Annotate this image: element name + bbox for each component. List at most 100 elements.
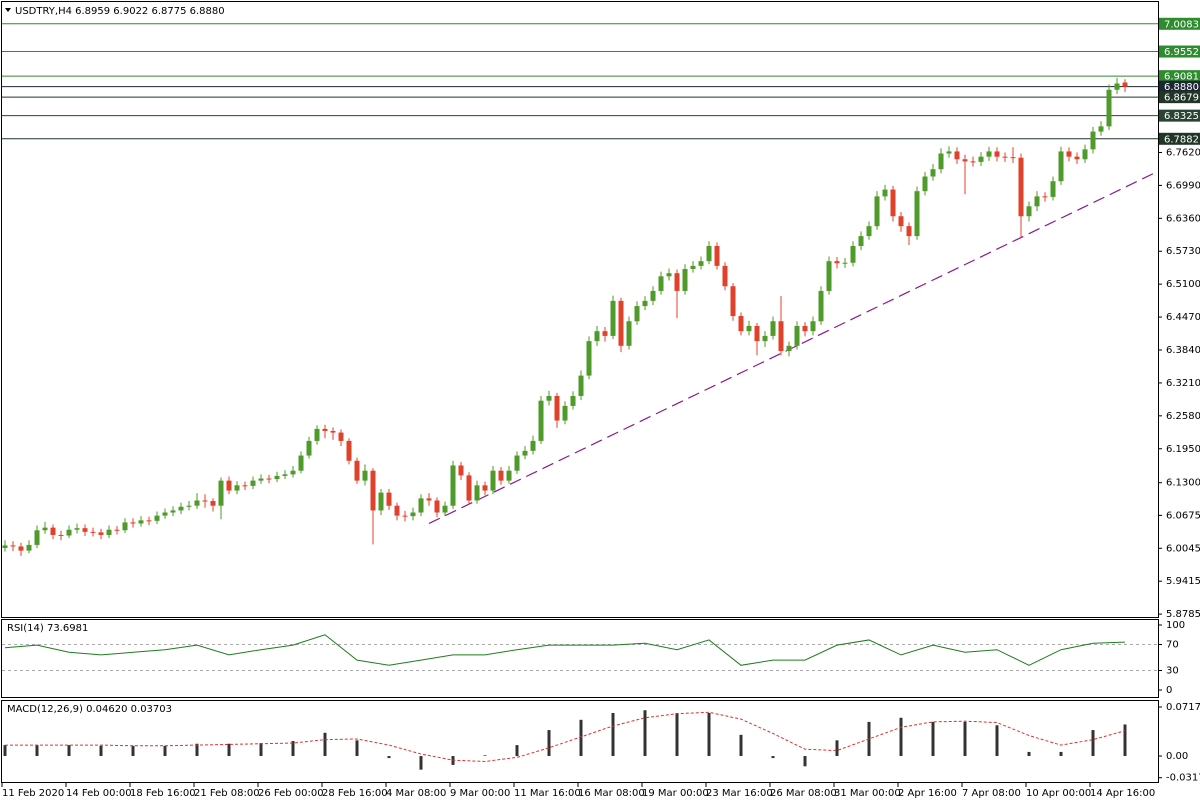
- x-tick-label: 26 Feb 00:00: [258, 788, 324, 799]
- macd-bar: [803, 756, 807, 767]
- macd-bar: [515, 745, 519, 757]
- candle-body: [1114, 83, 1120, 90]
- candle-body: [18, 546, 24, 551]
- candle-body: [130, 522, 136, 524]
- candle-body: [450, 465, 456, 506]
- candle-body: [882, 189, 888, 197]
- candle-body: [522, 450, 528, 456]
- candle-body: [90, 531, 96, 533]
- candle-body: [466, 475, 472, 501]
- price-level-label: 6.9081: [1164, 72, 1199, 83]
- candle-body: [802, 325, 808, 332]
- candle-body: [698, 261, 704, 266]
- candle-body: [114, 529, 120, 531]
- main-panel: [1, 1, 1159, 618]
- macd-bar: [1091, 730, 1095, 757]
- y-tick-label: -0.03173: [1166, 773, 1200, 784]
- candle-body: [1090, 131, 1096, 150]
- candle-body: [570, 395, 576, 406]
- candle-body: [82, 528, 88, 532]
- macd-bar: [1123, 724, 1127, 757]
- candle-body: [58, 534, 64, 536]
- candle-body: [898, 216, 904, 227]
- candle-body: [666, 273, 672, 277]
- macd-bar: [611, 712, 615, 757]
- candle-body: [458, 465, 464, 476]
- candle-body: [1082, 149, 1088, 160]
- y-tick-label: 6.2580: [1166, 411, 1200, 422]
- macd-bar: [995, 725, 999, 757]
- candle-body: [562, 405, 568, 421]
- candle-body: [714, 246, 720, 266]
- x-tick-label: 11 Mar 16:00: [514, 788, 581, 799]
- y-tick-label: 0.07175: [1166, 702, 1200, 713]
- candle-body: [778, 321, 784, 352]
- macd-bar: [547, 730, 551, 757]
- candle-body: [10, 545, 16, 547]
- macd-bar: [1059, 751, 1063, 757]
- candle-body: [322, 428, 328, 431]
- candle-body: [1058, 151, 1064, 182]
- candle-body: [306, 440, 312, 456]
- macd-bar: [3, 745, 7, 757]
- candle-body: [418, 498, 424, 513]
- x-tick-label: 16 Mar 08:00: [578, 788, 645, 799]
- candle-body: [1042, 196, 1048, 198]
- candle-body: [690, 265, 696, 270]
- candle-body: [66, 529, 72, 536]
- rsi-panel: [1, 619, 1159, 698]
- x-tick-label: 9 Mar 00:00: [450, 788, 510, 799]
- candle-body: [914, 191, 920, 237]
- y-tick-label: 6.4470: [1166, 312, 1200, 323]
- x-tick-label: 4 Mar 08:00: [386, 788, 446, 799]
- candle-body: [514, 455, 520, 471]
- candle-body: [938, 153, 944, 170]
- x-tick-label: 11 Feb 2020: [2, 788, 64, 799]
- y-tick-label: 6.0045: [1166, 543, 1200, 554]
- candle-body: [1010, 157, 1016, 159]
- candle-body: [754, 325, 760, 342]
- candle-body: [218, 480, 224, 506]
- x-tick-label: 2 Apr 16:00: [898, 788, 957, 799]
- candle-body: [722, 265, 728, 287]
- candle-body: [2, 545, 8, 549]
- y-tick-label: 0.00: [1166, 751, 1188, 762]
- menu-arrow[interactable]: [5, 8, 11, 12]
- price-level-label: 6.8880: [1164, 82, 1199, 93]
- candle-body: [1026, 206, 1032, 217]
- candle-body: [346, 440, 352, 461]
- y-tick-label: 6.1950: [1166, 444, 1200, 455]
- candle-body: [194, 500, 200, 506]
- macd-bar: [259, 743, 263, 757]
- x-tick-label: 26 Mar 08:00: [770, 788, 837, 799]
- macd-bar: [643, 710, 647, 757]
- x-tick-label: 21 Feb 08:00: [194, 788, 260, 799]
- candle-body: [338, 432, 344, 441]
- candle-body: [506, 470, 512, 481]
- candle-body: [874, 196, 880, 227]
- macd-bar: [99, 745, 103, 757]
- candle-body: [890, 189, 896, 217]
- candle-body: [1034, 196, 1040, 207]
- candle-body: [162, 512, 168, 516]
- candle-body: [706, 246, 712, 262]
- x-tick-label: 7 Apr 08:00: [962, 788, 1021, 799]
- candle-body: [474, 485, 480, 501]
- y-tick-label: 0: [1166, 685, 1172, 696]
- candle-body: [178, 506, 184, 511]
- y-tick-label: 6.3840: [1166, 345, 1200, 356]
- macd-bar: [355, 740, 359, 757]
- macd-bar: [419, 756, 423, 770]
- candle-body: [1122, 82, 1128, 87]
- candle-body: [402, 515, 408, 517]
- candle-body: [498, 470, 504, 481]
- price-level-label: 6.8679: [1164, 93, 1199, 104]
- candle-body: [602, 331, 608, 336]
- macd-bar: [227, 743, 231, 757]
- macd-bar: [291, 741, 295, 757]
- macd-bar: [931, 721, 935, 757]
- candle-body: [98, 532, 104, 535]
- candle-body: [1106, 89, 1112, 127]
